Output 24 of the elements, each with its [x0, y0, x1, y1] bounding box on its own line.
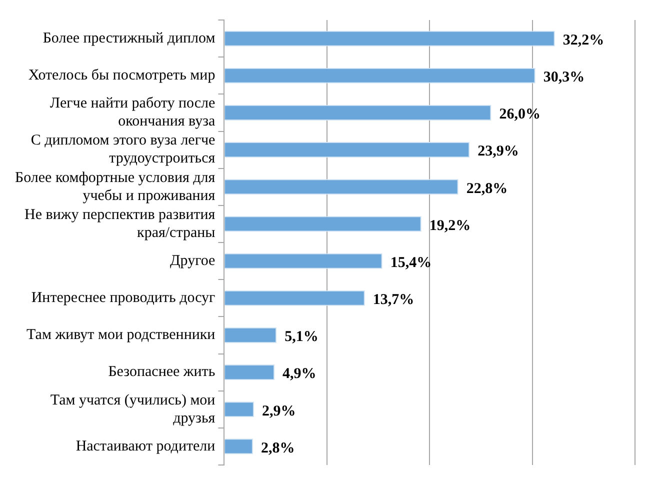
- y-tick-label: С дипломом этого вуза легче трудоустроиться: [30, 132, 216, 167]
- y-tick-label: Не вижу перспектив развития края/страны: [24, 206, 216, 241]
- y-tick-label: Там учатся (учились) мои друзья: [50, 392, 216, 426]
- y-tick-label: Настаивают родители: [76, 438, 216, 454]
- y-tick-label: Легче найти работу после окончания вуза: [50, 96, 216, 130]
- data-label: 22,8%: [466, 180, 508, 197]
- data-label: 15,4%: [390, 254, 432, 271]
- data-label: 23,9%: [478, 144, 519, 160]
- data-label: 32,2%: [562, 32, 604, 48]
- data-label: 30,3%: [543, 70, 585, 86]
- y-tick-label: Безопаснее жить: [108, 364, 216, 380]
- y-tick-label: Хотелось бы посмотреть мир: [28, 68, 216, 84]
- y-tick-label: Более комфортные условия для учебы и проживания: [14, 170, 216, 204]
- y-tick-label: Интереснее проводить досуг: [31, 290, 216, 306]
- y-tick-label: Там живут мои родственники: [26, 327, 216, 344]
- y-tick-label: Другое: [170, 252, 216, 269]
- data-label: 13,7%: [372, 292, 414, 308]
- data-label: 2,8%: [260, 440, 295, 456]
- data-label: 19,2%: [429, 218, 471, 234]
- data-label: 4,9%: [282, 366, 316, 382]
- data-label: 5,1%: [284, 329, 318, 346]
- y-tick-label: Более престижный диплом: [42, 30, 216, 46]
- data-label: 2,9%: [262, 403, 296, 420]
- data-label: 26,0%: [499, 106, 540, 123]
